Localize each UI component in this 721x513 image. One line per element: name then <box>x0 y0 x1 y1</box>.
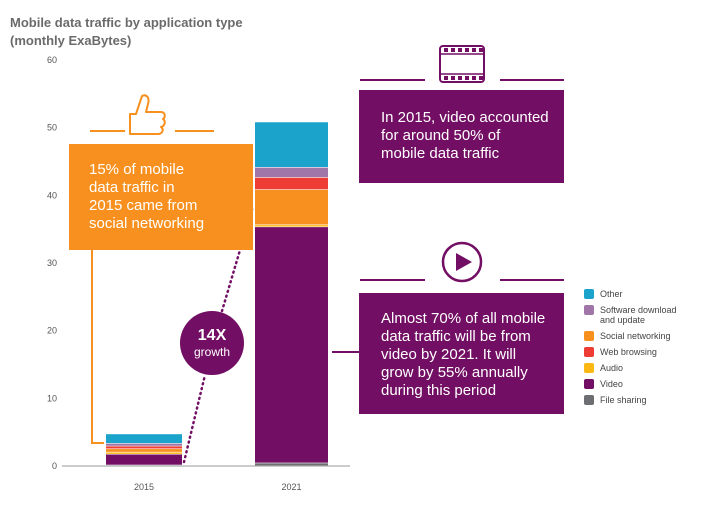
film-strip-icon <box>439 45 485 83</box>
legend-swatch <box>584 347 594 357</box>
legend-label: Software download <box>600 305 677 315</box>
bar-segment-file-sharing-2021 <box>255 463 328 466</box>
bar-segment-other-2015 <box>106 434 182 444</box>
bar-segment-social-networking-2015 <box>106 449 182 452</box>
callout-video2021-line: Almost 70% of all mobile <box>381 310 546 327</box>
callout-video2021-line: grow by 55% annually <box>381 364 528 381</box>
bar-segment-audio-2015 <box>106 452 182 454</box>
legend-item: File sharing <box>584 395 677 405</box>
callout-video-2021: Almost 70% of all mobile data traffic wi… <box>359 293 564 414</box>
callout-video2021-line: data traffic will be from <box>381 328 531 345</box>
y-tick-label: 40 <box>47 190 57 200</box>
y-tick-label: 30 <box>47 258 57 268</box>
bar-segment-web-browsing-2015 <box>106 446 182 449</box>
callout-social-line: 15% of mobile <box>89 161 185 178</box>
y-tick-label: 60 <box>47 55 57 65</box>
y-axis: 0 10 20 30 40 50 60 <box>47 55 57 471</box>
legend-swatch <box>584 289 594 299</box>
film-hole <box>444 48 448 52</box>
callout-social-line: data traffic in <box>89 179 175 196</box>
chart-title-line-1: Mobile data traffic by application type <box>10 15 243 30</box>
legend-label: Web browsing <box>600 347 657 357</box>
bar-segment-software-download-and-update-2015 <box>106 443 182 446</box>
legend-swatch <box>584 305 594 315</box>
legend-item: Software download and update <box>584 305 677 325</box>
legend-label: File sharing <box>600 395 647 405</box>
bar-segment-video-2015 <box>106 454 182 465</box>
growth-label: growth <box>193 345 231 359</box>
legend-swatch <box>584 379 594 389</box>
growth-dotted-line <box>182 373 207 464</box>
bar-segment-video-2021 <box>255 227 328 463</box>
legend-label: Video <box>600 379 623 389</box>
legend-label: Other <box>600 289 623 299</box>
y-tick-label: 50 <box>47 123 57 133</box>
chart-title: Mobile data traffic by application type … <box>10 14 243 50</box>
growth-value: 14X <box>197 327 227 344</box>
legend-swatch <box>584 395 594 405</box>
legend-label: Audio <box>600 363 624 373</box>
film-hole <box>451 48 455 52</box>
film-hole <box>458 76 462 80</box>
legend-item: Audio <box>584 363 677 373</box>
y-tick-label: 20 <box>47 326 57 336</box>
callout-social-line: 2015 came from <box>89 197 198 214</box>
film-hole <box>465 48 469 52</box>
play-triangle <box>456 253 472 271</box>
film-hole <box>479 76 483 80</box>
legend: Other Software download and update Social n… <box>584 289 677 411</box>
x-axis: 2015 2021 <box>62 465 350 492</box>
callout-social-networking: 15% of mobile data traffic in 2015 came … <box>69 144 253 250</box>
y-tick-label: 10 <box>47 393 57 403</box>
film-hole <box>472 76 476 80</box>
callout-video2015-line: In 2015, video accounted <box>381 109 549 126</box>
play-icon <box>441 241 483 283</box>
callout-video2015-line: for around 50% of <box>381 127 501 144</box>
film-hole <box>479 48 483 52</box>
legend-swatch <box>584 363 594 373</box>
callout-connector <box>91 250 104 444</box>
chart-title-line-2: (monthly ExaBytes) <box>10 33 132 48</box>
film-hole <box>465 76 469 80</box>
bar-segment-web-browsing-2021 <box>255 177 328 190</box>
film-hole <box>472 48 476 52</box>
bar-segment-software-download-and-update-2021 <box>255 167 328 178</box>
callout-social-line: social networking <box>89 215 205 232</box>
legend-item: Video <box>584 379 677 389</box>
bar-segment-audio-2021 <box>255 225 328 227</box>
film-hole <box>458 48 462 52</box>
bar-segment-other-2021 <box>255 122 328 167</box>
legend-label: Social networking <box>600 331 671 341</box>
legend-item: Social networking <box>584 331 677 341</box>
legend-item: Other <box>584 289 677 299</box>
callout-video2015-line: mobile data traffic <box>381 145 500 162</box>
film-hole <box>444 76 448 80</box>
y-tick-label: 0 <box>52 461 57 471</box>
bar-stacks <box>106 122 328 466</box>
legend-swatch <box>584 331 594 341</box>
thumbs-up-icon <box>129 94 166 135</box>
callout-video-2015: In 2015, video accounted for around 50% … <box>359 90 564 183</box>
x-tick-label: 2021 <box>281 482 301 492</box>
growth-badge: 14X growth <box>180 311 244 375</box>
legend-label: and update <box>600 315 646 325</box>
film-hole <box>451 76 455 80</box>
x-tick-label: 2015 <box>134 482 154 492</box>
bar-segment-social-networking-2021 <box>255 189 328 225</box>
legend-item: Web browsing <box>584 347 677 357</box>
callout-video2021-line: during this period <box>381 382 497 399</box>
callout-video2021-line: video by 2021. It will <box>381 346 517 363</box>
